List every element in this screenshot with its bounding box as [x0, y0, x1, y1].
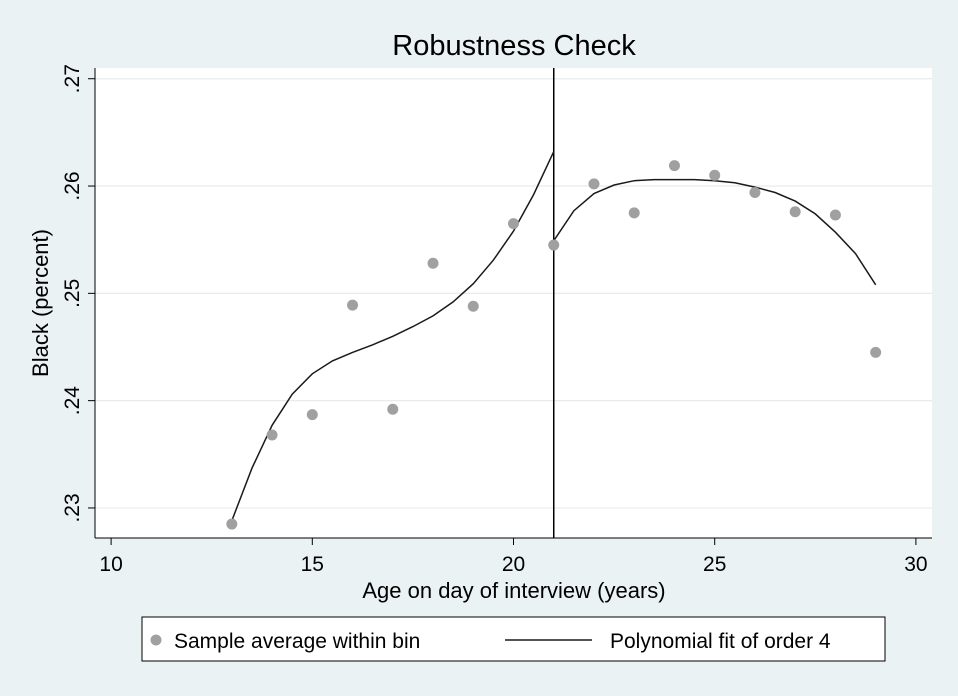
x-tick-label: 20 — [502, 553, 525, 576]
y-tick-label: .27 — [61, 64, 84, 93]
data-point — [870, 346, 882, 358]
legend-box — [141, 616, 886, 662]
data-point — [789, 206, 801, 218]
data-point — [709, 169, 721, 181]
y-tick-label: .25 — [61, 279, 84, 308]
y-tick-label: .24 — [61, 386, 84, 416]
legend-marker-scatter — [150, 634, 162, 646]
x-axis-ticks: 10 15 20 25 30 — [99, 538, 928, 576]
x-axis-label: Age on day of interview (years) — [362, 578, 665, 603]
chart-title: Robustness Check — [392, 30, 636, 62]
data-point — [668, 160, 680, 172]
y-axis-label: Black (percent) — [28, 229, 53, 377]
x-tick-label: 15 — [301, 553, 324, 576]
legend-label-scatter: Sample average within bin — [174, 630, 420, 653]
y-axis-ticks: .23 .24 .25 .26 .27 — [61, 64, 95, 523]
y-tick-label: .26 — [61, 171, 84, 200]
data-point — [226, 518, 238, 530]
x-tick-label: 25 — [703, 553, 726, 576]
data-point — [829, 209, 841, 221]
data-point — [387, 403, 399, 415]
data-point — [508, 218, 519, 230]
grid-lines — [95, 78, 932, 509]
y-tick-label: .23 — [61, 493, 84, 522]
scatter-points — [226, 160, 882, 530]
data-point — [628, 207, 640, 219]
data-point — [588, 178, 600, 190]
data-point — [749, 186, 761, 198]
data-point — [427, 257, 439, 269]
plot-area — [95, 68, 932, 538]
legend: Sample average within bin Polynomial fit… — [141, 616, 886, 662]
data-point — [347, 299, 359, 311]
fit-line-segment — [231, 151, 555, 522]
data-point — [467, 300, 479, 312]
data-point — [548, 239, 560, 251]
data-point — [306, 409, 318, 421]
data-point — [266, 429, 278, 441]
x-tick-label: 10 — [99, 553, 122, 576]
legend-label-line: Polynomial fit of order 4 — [610, 630, 831, 653]
x-tick-label: 30 — [904, 553, 927, 576]
